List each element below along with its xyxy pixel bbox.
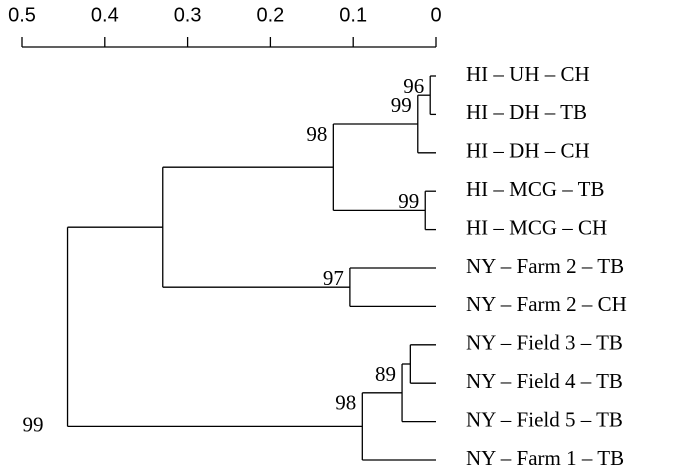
leaf-label: HI – DH – TB <box>466 100 587 124</box>
x-tick-label: 0.3 <box>174 4 202 26</box>
x-tick-label: 0.2 <box>256 4 284 26</box>
support-label: 99 <box>23 413 44 437</box>
support-label: 99 <box>391 93 412 117</box>
leaf-label: NY – Farm 1 – TB <box>466 446 624 470</box>
leaf-label: HI – UH – CH <box>466 62 590 86</box>
leaf-label: NY – Field 3 – TB <box>466 331 623 355</box>
x-tick-label: 0.4 <box>91 4 119 26</box>
support-label: 98 <box>335 391 356 415</box>
leaf-label: NY – Farm 2 – CH <box>466 292 627 316</box>
leaf-label: NY – Field 4 – TB <box>466 369 623 393</box>
x-tick-label: 0.1 <box>339 4 367 26</box>
leaf-label: NY – Farm 2 – TB <box>466 254 624 278</box>
x-tick-label: 0.5 <box>8 4 36 26</box>
x-tick-label: 0 <box>430 4 441 26</box>
leaf-label: NY – Field 5 – TB <box>466 407 623 431</box>
support-label: 99 <box>398 189 419 213</box>
support-label: 97 <box>323 266 344 290</box>
leaf-label: HI – MCG – CH <box>466 215 607 239</box>
support-label: 98 <box>306 122 327 146</box>
leaf-label: HI – DH – CH <box>466 139 590 163</box>
leaf-label: HI – MCG – TB <box>466 177 604 201</box>
support-label: 89 <box>375 362 396 386</box>
support-label: 96 <box>403 74 424 98</box>
